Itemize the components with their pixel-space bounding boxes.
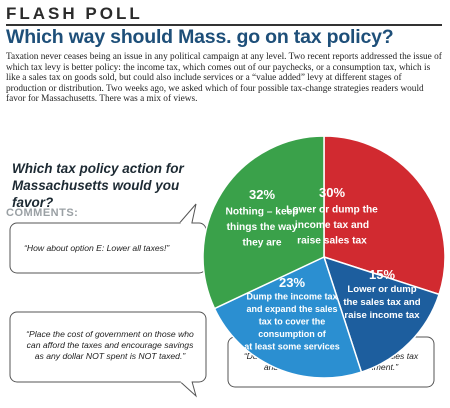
slice-category-label: Lower or dump the sales tax and raise inco…	[343, 284, 420, 321]
comment-bubble-2	[9, 311, 207, 398]
comment-text-1: “How about option E: Lower all taxes!”	[24, 243, 170, 253]
slice-label: 23% Dump the income tax and expand the sal…	[244, 275, 340, 352]
slice-percent-label: 23%	[279, 275, 305, 290]
slice-category-label: Lower or dump the income tax and raise sal…	[286, 205, 378, 247]
header-rule	[6, 24, 442, 26]
slice-percent-label: 15%	[369, 267, 395, 282]
section-kicker: FLASH POLL	[6, 4, 143, 23]
pie-slice	[213, 255, 363, 379]
slice-percent-label: 32%	[249, 187, 275, 202]
slice-percent-label: 30%	[319, 185, 345, 200]
intro-paragraph: Taxation never ceases being an issue in …	[6, 52, 442, 105]
poll-question: Which tax policy action for Massachusett…	[12, 161, 184, 210]
comment-text-2: “Place the cost of government on those w…	[26, 329, 194, 361]
pie-slice	[323, 135, 446, 296]
slice-label: 30% Lower or dump the income tax and raise …	[286, 185, 378, 247]
slice-label: 15% Lower or dump the sales tax and raise i…	[343, 267, 420, 321]
slice-label: 32% Nothing – keep things the way they are	[225, 187, 298, 249]
slice-category-label: Nothing – keep things the way they are	[225, 207, 298, 249]
slice-category-label: Dump the income tax and expand the sales t…	[244, 292, 340, 352]
pie-slice	[202, 135, 325, 310]
page-title: Which way should Mass. go on tax policy?	[6, 26, 394, 48]
comment-bubble-1	[9, 203, 207, 274]
comments-label: COMMENTS:	[6, 207, 79, 219]
